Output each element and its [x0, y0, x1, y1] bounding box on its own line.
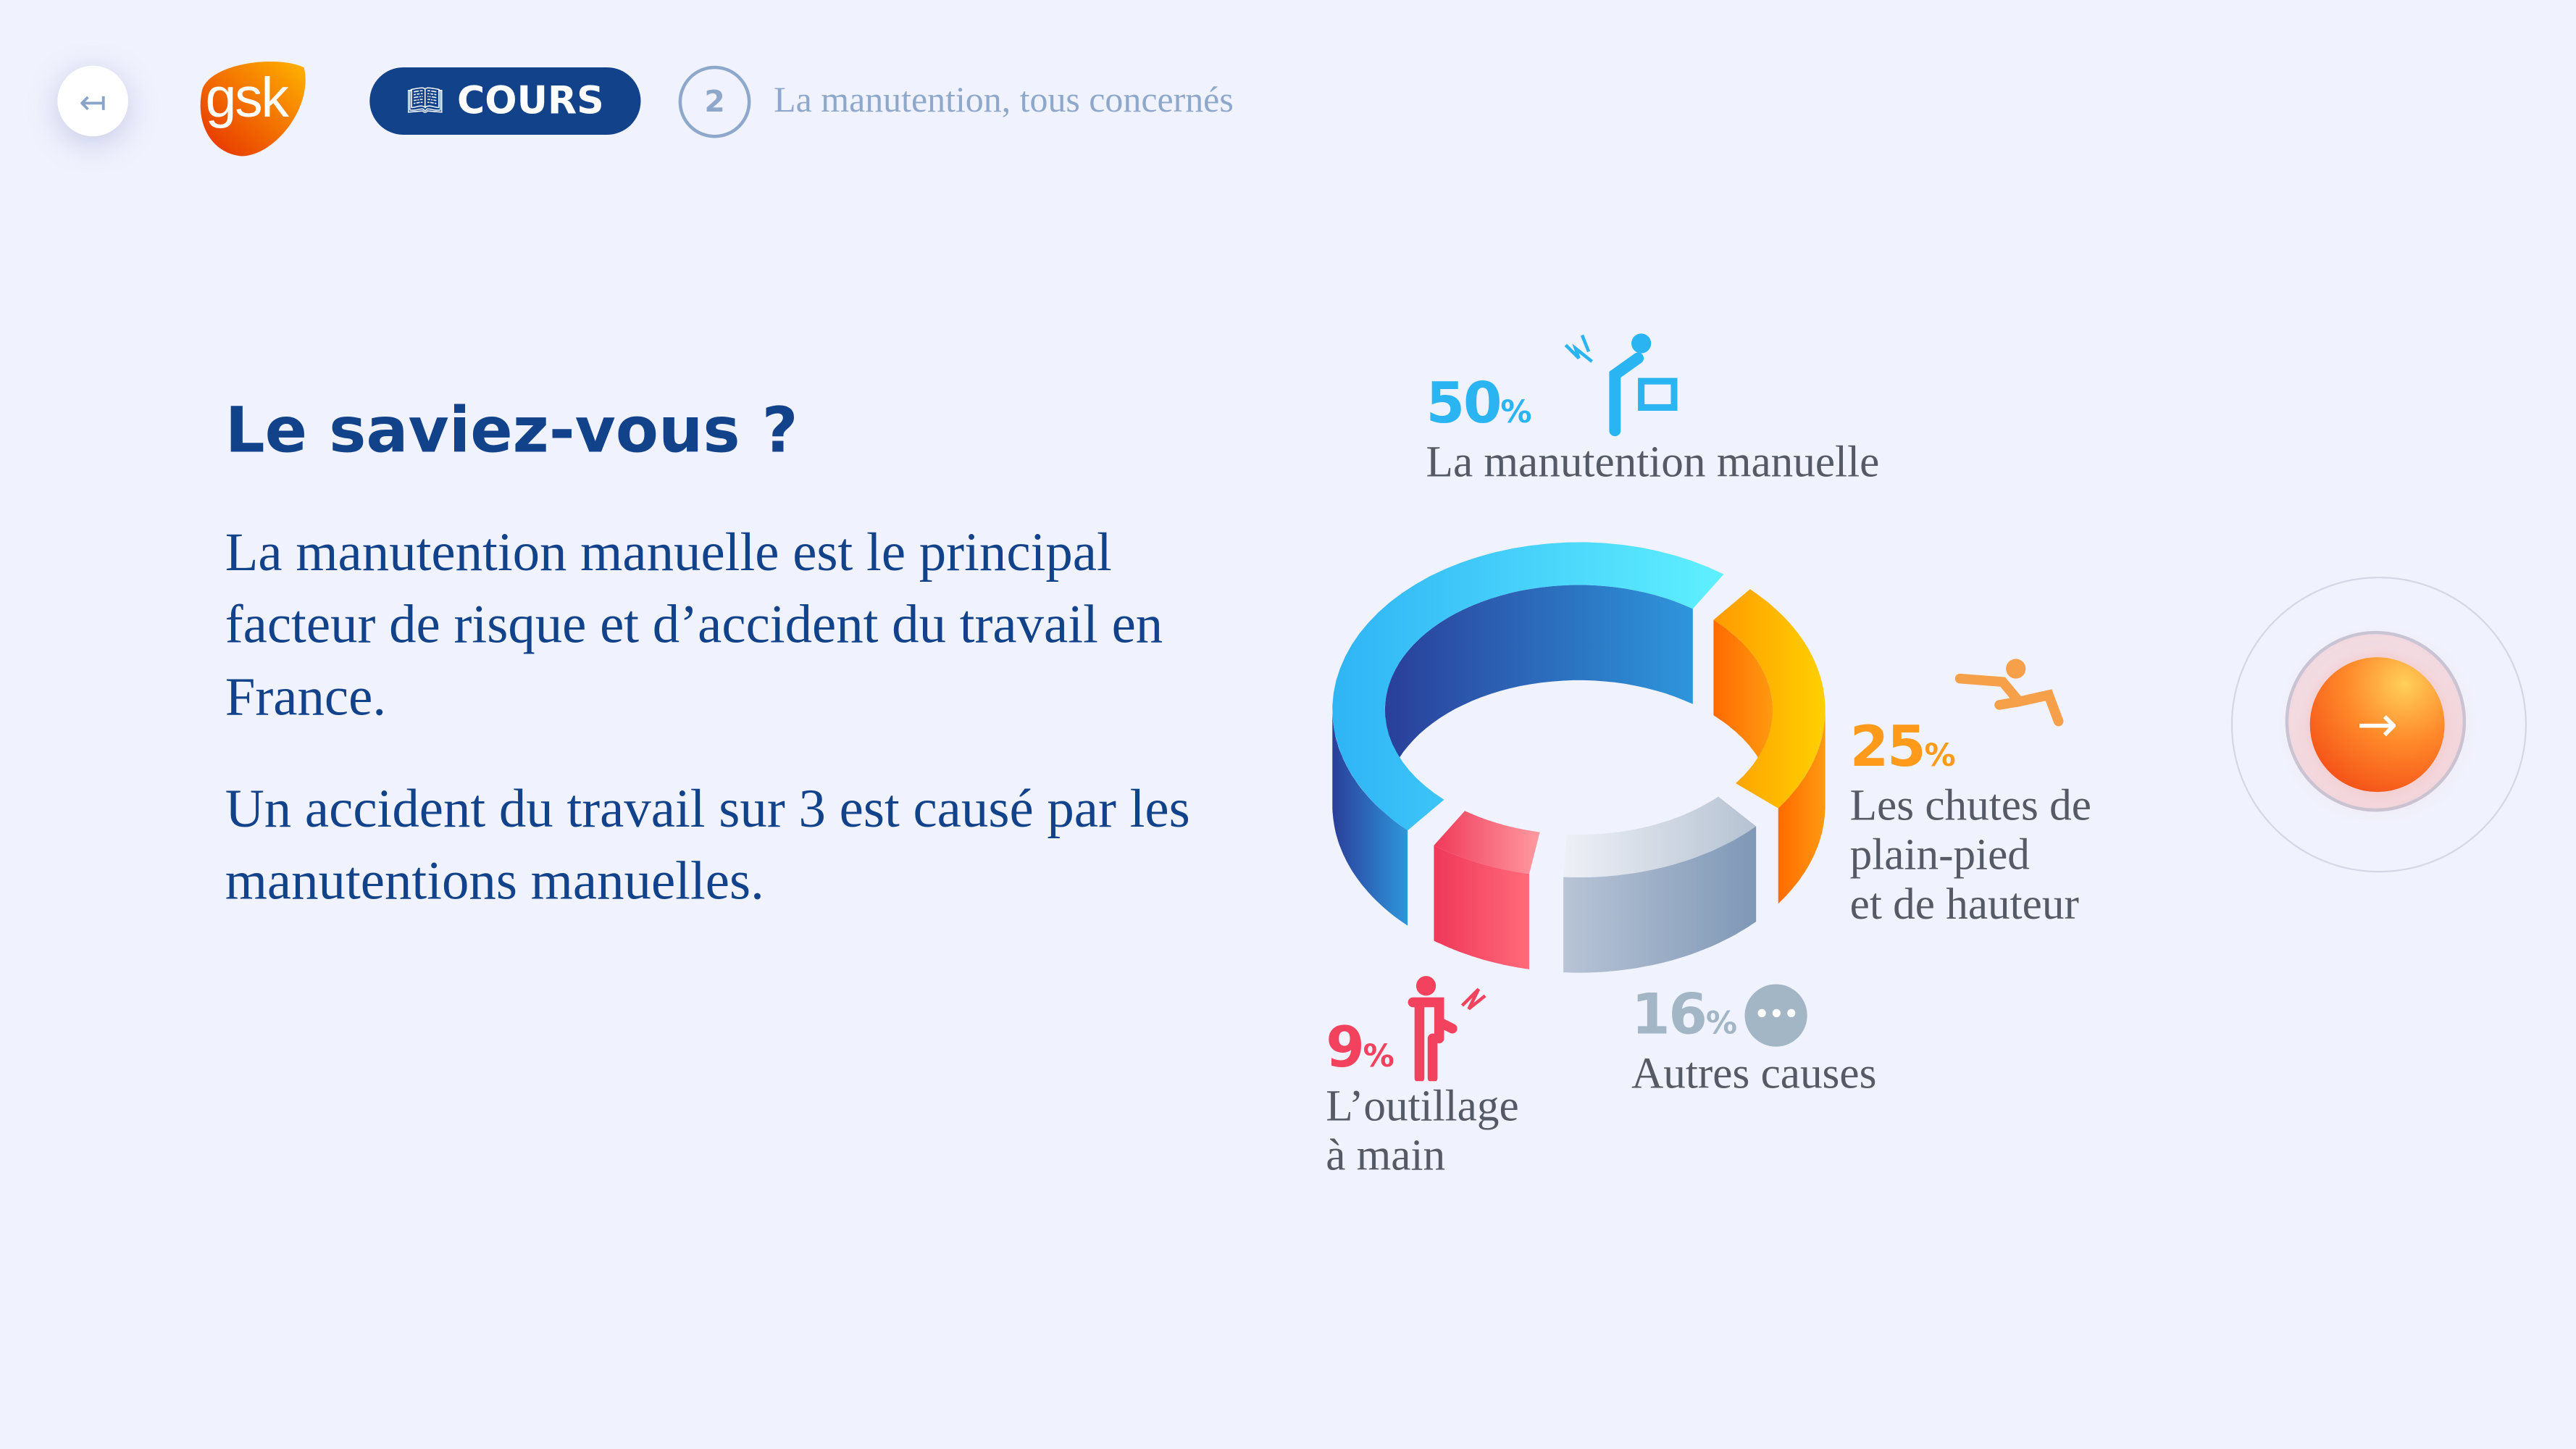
label-manutention: 50% La manutention manuelle: [1426, 329, 1880, 487]
ring-segment-top-outillage: [1434, 811, 1540, 874]
back-arrow-icon: ↤: [79, 81, 107, 121]
label-text-line: à main: [1326, 1130, 1446, 1180]
pct-unit: %: [1924, 738, 1955, 774]
label-chutes: 25% Les chutes de plain-pied et de haute…: [1849, 649, 2091, 929]
next-button[interactable]: →: [2309, 657, 2445, 793]
pct-unit: %: [1363, 1038, 1394, 1075]
injured-hand-person-icon: [1407, 976, 1486, 1082]
gsk-logo: gsk: [192, 57, 310, 159]
ring-segment-outer-wall-outillage: [1434, 845, 1529, 969]
label-outillage: 9% L’outillage à main: [1326, 973, 1519, 1180]
next-halo: [2230, 577, 2527, 873]
paragraph-1: La manutention manuelle est le principal…: [225, 524, 1163, 728]
label-text-line: et de hauteur: [1849, 879, 2079, 929]
lifting-person-icon: [1565, 333, 1678, 437]
pct-value: 16: [1631, 982, 1707, 1048]
ring-segment-outer-wall-chutes: [1778, 709, 1826, 904]
book-icon: 📖︎: [406, 83, 444, 119]
label-autres: 16% ••• Autres causes: [1631, 982, 1876, 1098]
ring-segment-inner-wall-chutes: [1713, 619, 1773, 806]
pct-value: 50: [1426, 371, 1502, 438]
back-button[interactable]: ↤: [57, 65, 128, 137]
cours-label: COURS: [457, 79, 604, 122]
page-title: Le saviez-vous ?: [225, 394, 798, 467]
pct-value: 9: [1326, 1015, 1365, 1082]
pct-value: 25: [1849, 714, 1926, 781]
label-text-line: L’outillage: [1326, 1081, 1519, 1131]
paragraph-2: Un accident du travail sur 3 est causé p…: [225, 780, 1190, 912]
breadcrumb: La manutention, tous concernés: [774, 78, 1234, 120]
more-dots-icon: •••: [1745, 984, 1808, 1047]
step-number: 2: [678, 65, 751, 138]
cours-badge[interactable]: 📖︎ COURS: [369, 67, 641, 135]
ring-segment-outer-wall-autres: [1563, 826, 1757, 973]
ring-segment-inner-wall-manutention: [1384, 585, 1693, 806]
pct-unit: %: [1705, 1005, 1737, 1042]
ring-segment-outer-wall-manutention: [1332, 709, 1408, 926]
falling-person-icon: [1955, 659, 2065, 727]
label-text: La manutention manuelle: [1426, 437, 1880, 487]
ring-segment-top-autres: [1563, 796, 1757, 878]
label-text: Autres causes: [1631, 1048, 1877, 1098]
pct-unit: %: [1500, 394, 1531, 431]
next-ring: [2285, 630, 2467, 812]
label-text-line: Les chutes de: [1849, 780, 2091, 830]
ring-segment-top-manutention: [1332, 542, 1724, 831]
label-text-line: plain-pied: [1849, 830, 2030, 880]
ring-segment-top-chutes: [1713, 589, 1826, 809]
arrow-right-icon: →: [2357, 696, 2399, 753]
